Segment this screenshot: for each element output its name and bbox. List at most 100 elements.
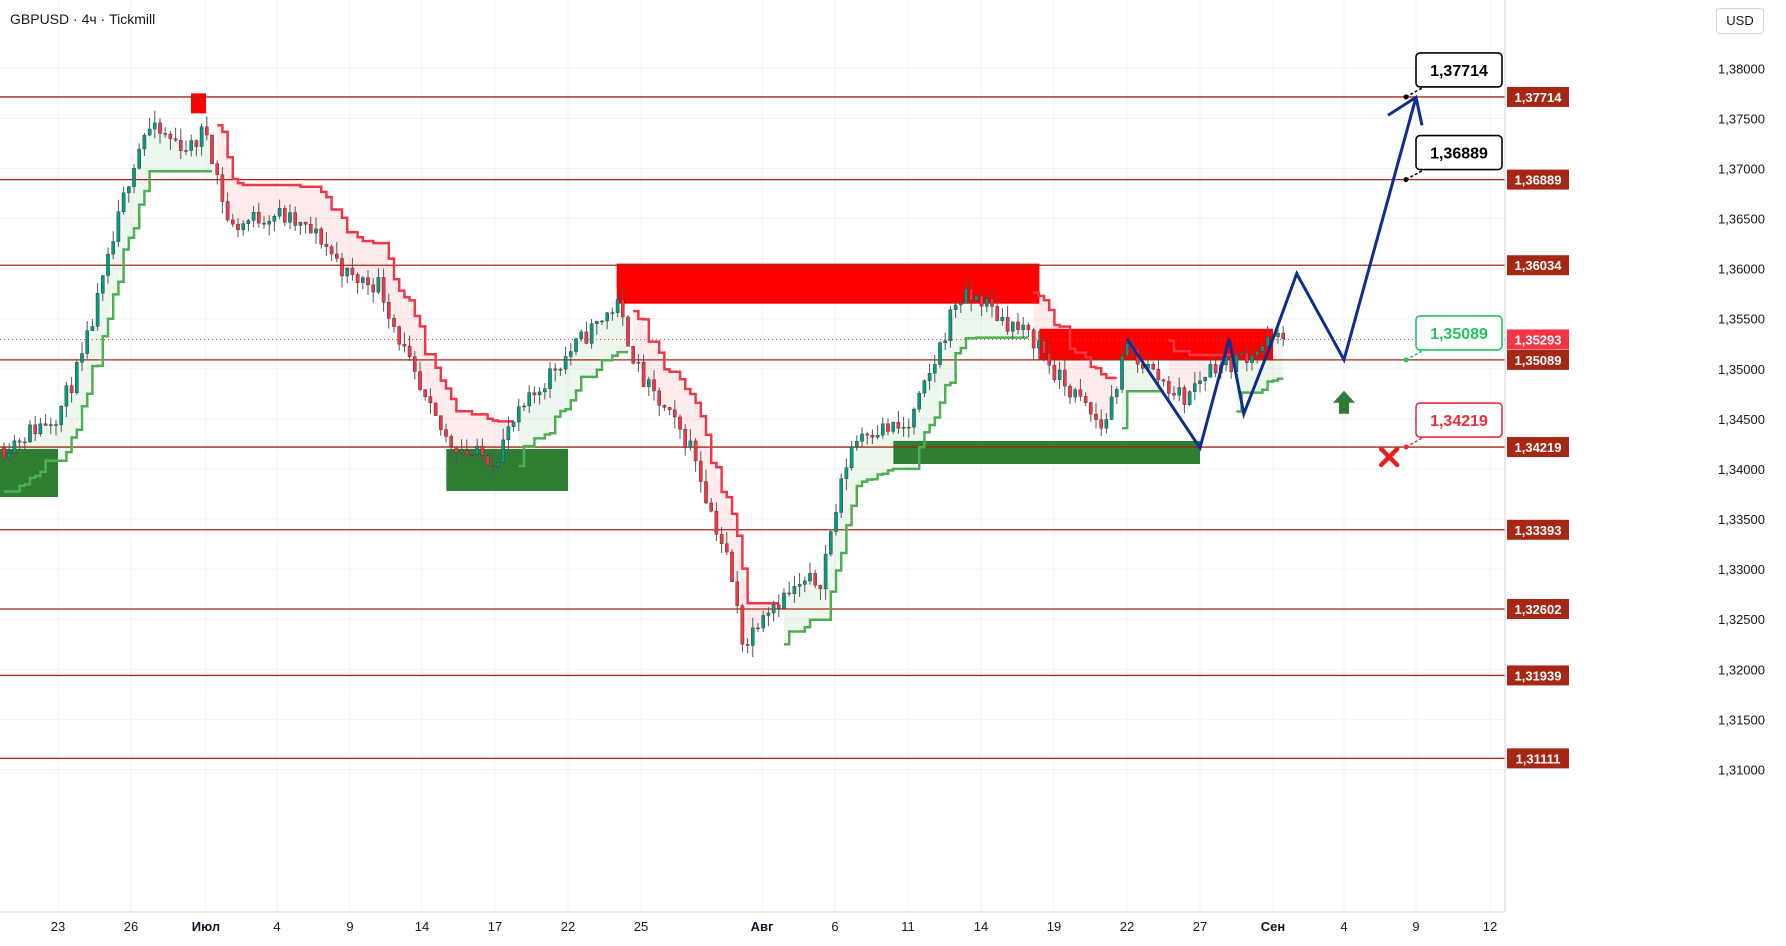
candle[interactable] xyxy=(990,288,994,318)
candle[interactable] xyxy=(152,110,157,139)
candle[interactable] xyxy=(704,469,708,505)
candle[interactable] xyxy=(803,576,807,593)
candle[interactable] xyxy=(449,434,454,457)
candle[interactable] xyxy=(834,503,838,536)
candle[interactable] xyxy=(974,293,979,303)
candle[interactable] xyxy=(1239,350,1244,358)
candle[interactable] xyxy=(236,218,240,238)
candle[interactable] xyxy=(350,257,355,281)
candle[interactable] xyxy=(636,354,641,372)
candle[interactable] xyxy=(1208,360,1213,378)
candle[interactable] xyxy=(647,376,651,396)
candle[interactable] xyxy=(376,268,381,295)
candle[interactable] xyxy=(199,123,204,156)
candle[interactable] xyxy=(725,532,729,556)
candle[interactable] xyxy=(626,315,630,347)
candle[interactable] xyxy=(808,562,812,585)
candle[interactable] xyxy=(444,423,448,443)
candle[interactable] xyxy=(7,443,11,463)
candle[interactable] xyxy=(553,363,557,382)
candle[interactable] xyxy=(995,295,999,322)
candle[interactable] xyxy=(657,387,661,417)
candle[interactable] xyxy=(423,389,428,401)
candle[interactable] xyxy=(293,206,298,231)
candle[interactable] xyxy=(257,202,261,228)
candle[interactable] xyxy=(277,199,282,220)
candle[interactable] xyxy=(64,381,69,418)
target-tag[interactable]: 1,37714 xyxy=(1403,52,1503,100)
candle[interactable] xyxy=(485,453,490,467)
candle[interactable] xyxy=(1026,322,1031,338)
candle[interactable] xyxy=(735,570,739,614)
candle[interactable] xyxy=(511,420,516,432)
candle[interactable] xyxy=(1005,306,1010,336)
candle[interactable] xyxy=(324,232,329,256)
candle[interactable] xyxy=(683,424,687,456)
candle[interactable] xyxy=(12,435,17,460)
candle[interactable] xyxy=(813,569,817,589)
candle[interactable] xyxy=(1104,412,1109,434)
target-tag[interactable]: 1,34219 xyxy=(1403,402,1503,450)
candle[interactable] xyxy=(38,418,43,437)
candle[interactable] xyxy=(433,402,438,416)
candle[interactable] xyxy=(116,199,121,247)
candle[interactable] xyxy=(818,584,823,601)
candle[interactable] xyxy=(158,118,162,144)
candle[interactable] xyxy=(491,455,495,475)
candle[interactable] xyxy=(100,275,105,302)
candle[interactable] xyxy=(506,416,511,450)
candle[interactable] xyxy=(714,502,719,541)
candle[interactable] xyxy=(870,429,875,445)
candle[interactable] xyxy=(579,329,583,342)
candle[interactable] xyxy=(1260,341,1265,355)
candle[interactable] xyxy=(298,221,303,235)
candle[interactable] xyxy=(673,400,677,429)
candle[interactable] xyxy=(288,204,292,230)
candle[interactable] xyxy=(355,272,360,294)
candle[interactable] xyxy=(761,610,765,633)
candle[interactable] xyxy=(392,314,396,333)
candle[interactable] xyxy=(189,134,194,157)
candle[interactable] xyxy=(1203,376,1207,392)
candle[interactable] xyxy=(178,128,183,160)
candle[interactable] xyxy=(615,291,620,318)
candle[interactable] xyxy=(693,437,698,472)
candle[interactable] xyxy=(652,370,656,401)
candle[interactable] xyxy=(137,143,142,170)
candle[interactable] xyxy=(688,429,693,451)
candle[interactable] xyxy=(184,140,188,156)
candle[interactable] xyxy=(106,247,110,284)
candle[interactable] xyxy=(907,418,911,438)
candle[interactable] xyxy=(1016,312,1020,335)
candle[interactable] xyxy=(943,332,947,351)
candle[interactable] xyxy=(979,291,984,317)
candle[interactable] xyxy=(678,414,682,439)
candle[interactable] xyxy=(33,416,37,441)
candle[interactable] xyxy=(1109,385,1114,420)
candle[interactable] xyxy=(418,361,422,392)
candle[interactable] xyxy=(126,185,131,203)
candle[interactable] xyxy=(959,299,963,313)
candle[interactable] xyxy=(1198,371,1202,393)
candle[interactable] xyxy=(745,638,750,654)
candle[interactable] xyxy=(225,192,230,223)
candle[interactable] xyxy=(860,427,864,447)
candle[interactable] xyxy=(85,321,89,359)
candle[interactable] xyxy=(1244,346,1249,372)
candle[interactable] xyxy=(964,277,968,304)
candle[interactable] xyxy=(787,581,791,597)
candle[interactable] xyxy=(1088,401,1093,422)
candle[interactable] xyxy=(730,548,734,583)
candle[interactable] xyxy=(381,268,386,312)
candle[interactable] xyxy=(454,446,459,464)
candle[interactable] xyxy=(111,231,115,260)
candle[interactable] xyxy=(49,417,53,435)
candle[interactable] xyxy=(558,367,563,376)
candle[interactable] xyxy=(1255,349,1259,364)
target-tag[interactable]: 1,35089 xyxy=(1403,315,1503,363)
candle[interactable] xyxy=(569,343,573,366)
candle[interactable] xyxy=(953,302,958,319)
candle[interactable] xyxy=(43,414,48,426)
candle[interactable] xyxy=(59,405,63,433)
